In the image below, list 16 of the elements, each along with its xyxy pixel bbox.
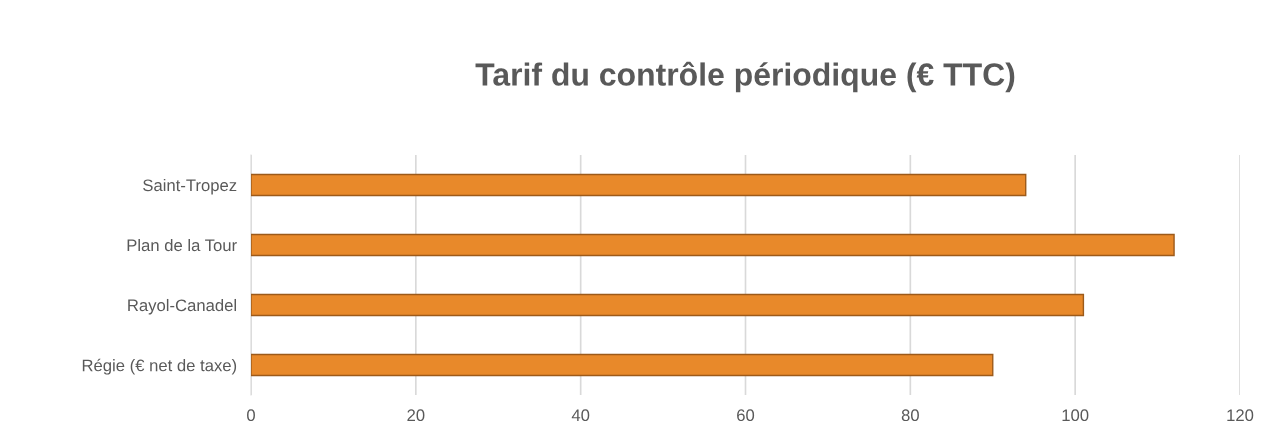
x-tick-label: 80 bbox=[901, 409, 919, 421]
y-tick-label: Plan de la Tour bbox=[127, 238, 237, 252]
y-tick-label: Rayol-Canadel bbox=[128, 298, 236, 315]
x-tick-label: 60 bbox=[737, 409, 755, 421]
bar bbox=[251, 173, 1027, 197]
y-tick-label: Saint-Tropez bbox=[143, 178, 237, 195]
x-tick-label: 20 bbox=[407, 409, 425, 421]
x-tick-label: 0 bbox=[247, 409, 255, 421]
bar bbox=[251, 293, 1085, 317]
bar bbox=[251, 233, 1175, 257]
chart-title: Tarif du contrôle périodique (€ TTC) bbox=[475, 61, 1015, 93]
x-tick-label: 40 bbox=[571, 409, 590, 421]
x-tick-label: 120 bbox=[1227, 409, 1254, 421]
y-tick-label: Régie (€ net de taxe) bbox=[82, 358, 237, 375]
bar bbox=[251, 353, 994, 377]
x-tick-label: 100 bbox=[1062, 409, 1089, 421]
